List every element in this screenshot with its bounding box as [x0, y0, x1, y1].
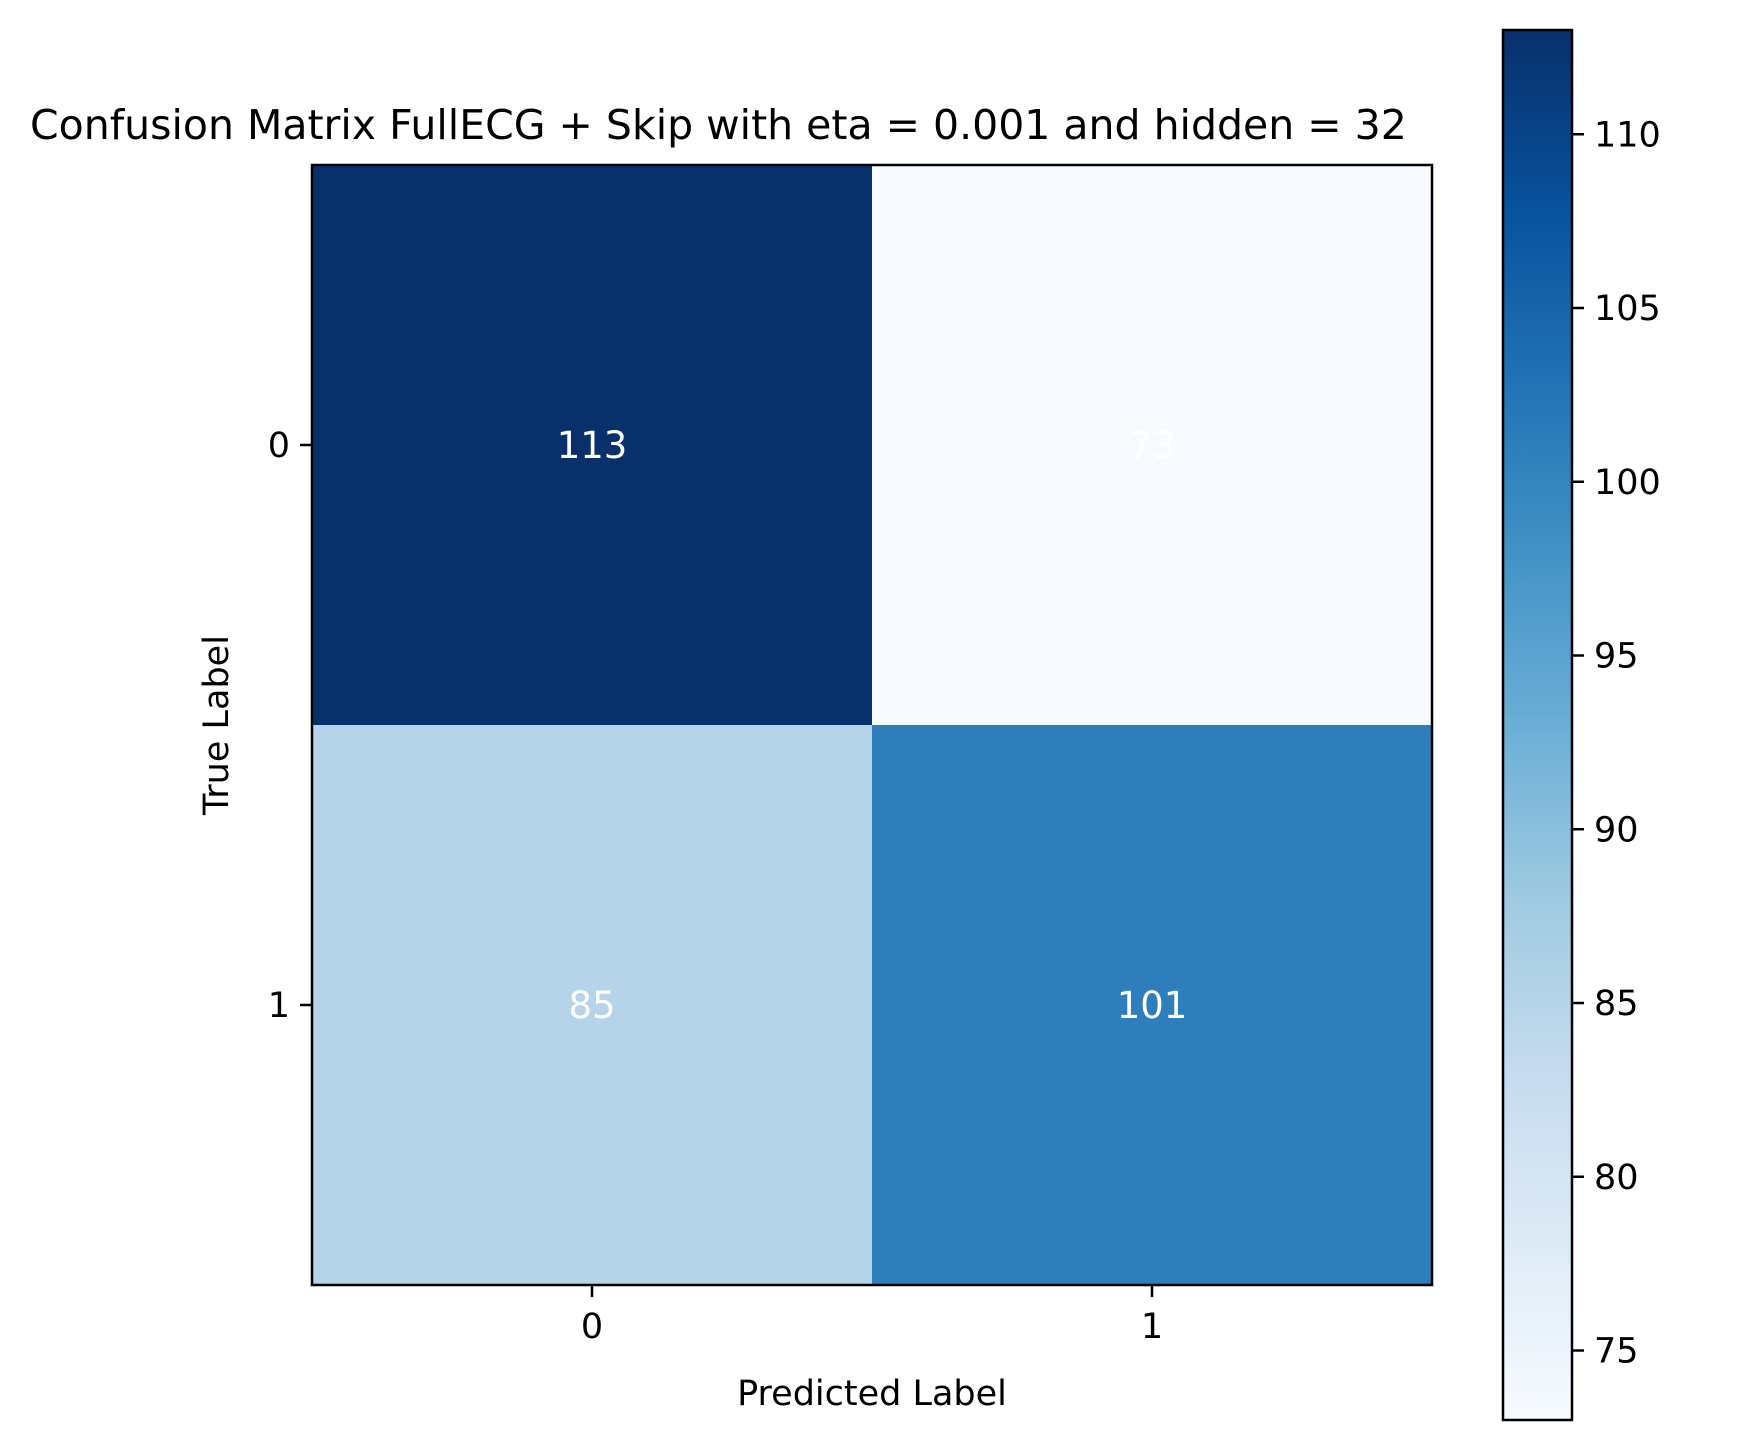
heatmap-cell [312, 165, 873, 726]
colorbar [1501, 28, 1574, 1422]
y-axis-ticks: 01 [268, 426, 312, 1026]
y-tick-label: 0 [268, 426, 290, 466]
colorbar-ticks: 75 80 85 90 95 100 105 110 [1572, 115, 1661, 1372]
heatmap-cell [312, 725, 873, 1286]
y-axis-label: True Label [197, 635, 237, 816]
colorbar-tick-label: 75 [1594, 1332, 1639, 1372]
colorbar-tick-label: 80 [1594, 1158, 1639, 1198]
cell-value-label: 113 [557, 424, 628, 467]
chart-title: Confusion Matrix FullECG + Skip with eta… [30, 101, 1407, 149]
y-tick-label: 1 [268, 986, 290, 1026]
x-axis-label: Predicted Label [737, 1374, 1007, 1414]
colorbar-tick-label: 110 [1594, 115, 1661, 155]
cell-value-labels: 113 73 85 101 [557, 424, 1188, 1027]
x-tick-label: 1 [1141, 1307, 1163, 1347]
plot-frame [310, 163, 1434, 1287]
x-tick-label: 0 [581, 1307, 603, 1347]
colorbar-tick-label: 105 [1594, 289, 1661, 329]
cell-value-label: 85 [568, 984, 615, 1027]
cell-value-label: 101 [1117, 984, 1188, 1027]
cell-value-label: 73 [1128, 424, 1175, 467]
colorbar-tick-label: 95 [1594, 637, 1639, 677]
colorbar-tick-label: 100 [1594, 463, 1661, 503]
heatmap-cell [872, 165, 1433, 726]
heatmap-cells [312, 165, 1433, 1286]
colorbar-tick-label: 90 [1594, 810, 1639, 850]
heatmap-cell [872, 725, 1433, 1286]
colorbar-tick-label: 85 [1594, 984, 1639, 1024]
